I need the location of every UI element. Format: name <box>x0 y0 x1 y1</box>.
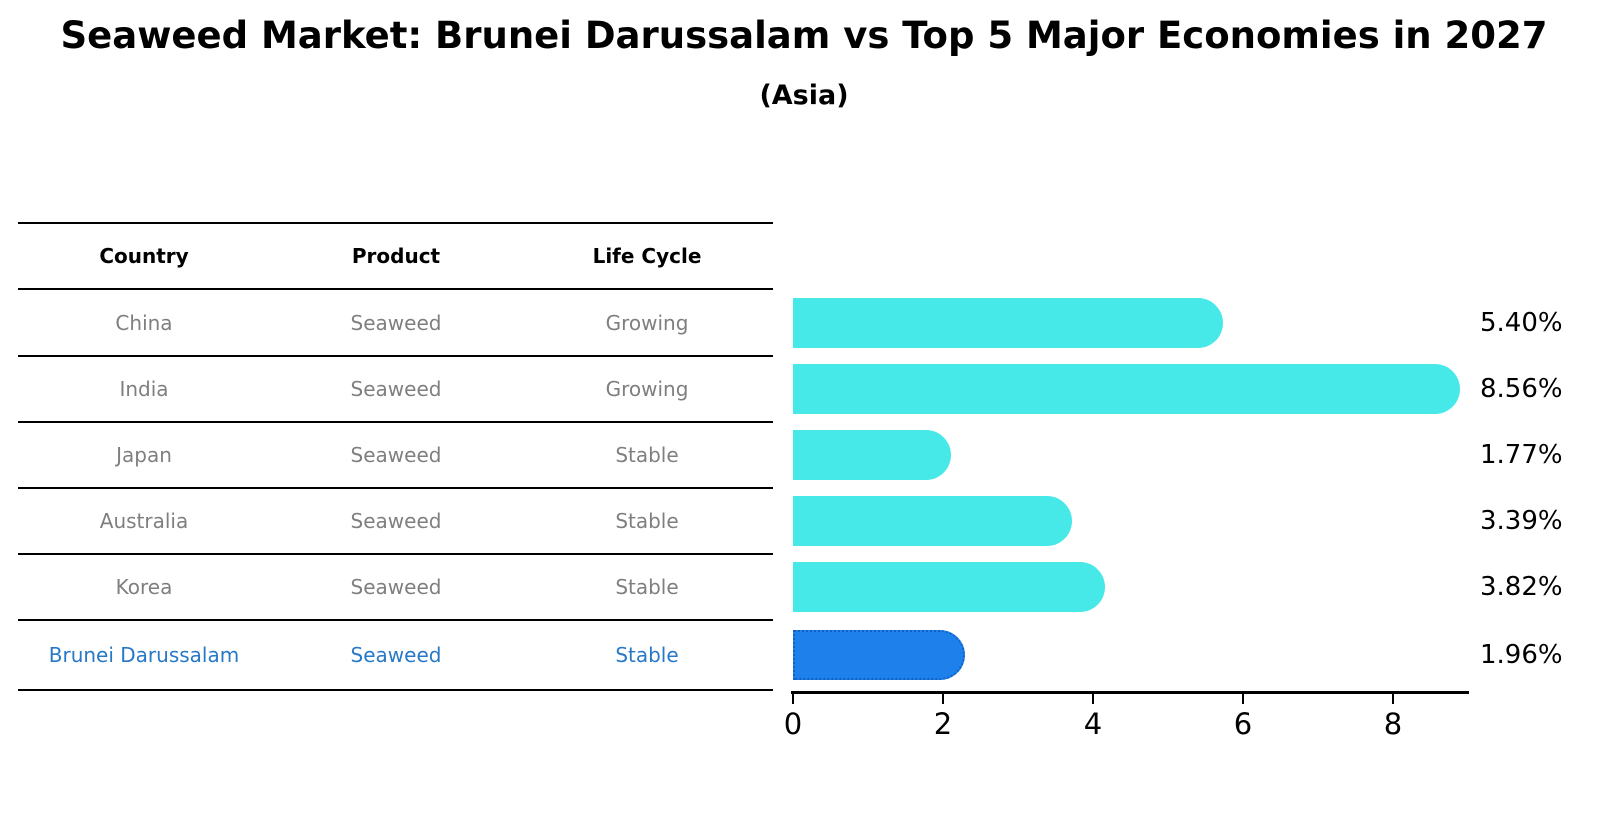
x-axis-tick-label: 4 <box>1083 707 1103 741</box>
cell-product-australia: Seaweed <box>350 509 442 533</box>
bar-china <box>793 297 1223 348</box>
cell-life-cycle-korea: Stable <box>615 575 679 599</box>
table-rule <box>18 222 773 224</box>
column-header-product: Product <box>351 244 441 268</box>
cell-product-brunei-darussalam: Seaweed <box>350 643 442 667</box>
bar-brunei-darussalam <box>793 630 965 680</box>
x-axis-tick <box>942 694 944 704</box>
table-rule <box>18 487 773 489</box>
bar-japan <box>793 430 951 480</box>
bar-korea <box>793 562 1105 612</box>
table-rule <box>18 689 773 691</box>
table-rule <box>18 421 773 423</box>
table-rule <box>18 288 773 290</box>
bar-australia <box>793 496 1072 546</box>
cell-product-china: Seaweed <box>350 310 442 335</box>
x-axis-tick-label: 0 <box>783 707 803 741</box>
x-axis-tick <box>1242 694 1244 704</box>
value-label-korea: 3.82% <box>1480 572 1563 602</box>
cell-life-cycle-australia: Stable <box>615 509 679 533</box>
table-rule <box>18 553 773 555</box>
column-header-life-cycle: Life Cycle <box>592 244 702 268</box>
cell-life-cycle-india: Growing <box>605 377 689 401</box>
value-label-india: 8.56% <box>1480 374 1563 404</box>
x-axis-tick <box>792 694 794 704</box>
x-axis-tick-label: 6 <box>1233 707 1253 741</box>
bar-india <box>793 364 1460 414</box>
value-label-australia: 3.39% <box>1480 506 1563 536</box>
x-axis-line <box>791 691 1469 694</box>
cell-country-korea: Korea <box>115 575 173 599</box>
x-axis-tick-label: 2 <box>933 707 953 741</box>
value-label-japan: 1.77% <box>1480 440 1563 470</box>
cell-country-china: China <box>115 310 173 335</box>
x-axis-tick <box>1392 694 1394 704</box>
table-rule <box>18 355 773 357</box>
cell-product-india: Seaweed <box>350 377 442 401</box>
table-rule <box>18 619 773 621</box>
cell-life-cycle-brunei-darussalam: Stable <box>615 643 679 667</box>
value-label-brunei-darussalam: 1.96% <box>1480 640 1563 670</box>
cell-life-cycle-china: Growing <box>605 310 689 335</box>
chart-subtitle: (Asia) <box>759 80 849 111</box>
value-label-china: 5.40% <box>1480 307 1563 338</box>
cell-country-brunei-darussalam: Brunei Darussalam <box>48 643 240 667</box>
x-axis-tick <box>1092 694 1094 704</box>
column-header-country: Country <box>99 244 189 268</box>
x-axis-tick-label: 8 <box>1383 707 1403 741</box>
cell-product-japan: Seaweed <box>350 443 442 467</box>
cell-country-india: India <box>119 377 169 401</box>
cell-life-cycle-japan: Stable <box>615 443 679 467</box>
cell-product-korea: Seaweed <box>350 575 442 599</box>
cell-country-japan: Japan <box>116 443 172 467</box>
chart-title: Seaweed Market: Brunei Darussalam vs Top… <box>60 14 1548 57</box>
cell-country-australia: Australia <box>99 509 189 533</box>
